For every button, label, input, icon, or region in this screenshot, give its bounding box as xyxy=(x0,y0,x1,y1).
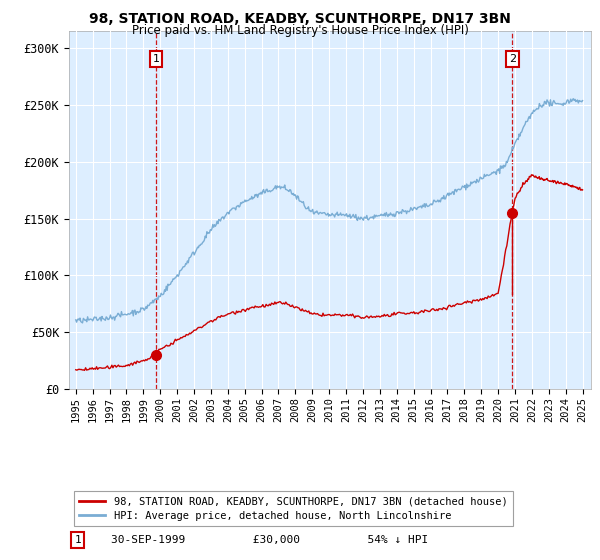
Text: 30-SEP-1999          £30,000          54% ↓ HPI: 30-SEP-1999 £30,000 54% ↓ HPI xyxy=(111,535,428,545)
Text: Price paid vs. HM Land Registry's House Price Index (HPI): Price paid vs. HM Land Registry's House … xyxy=(131,24,469,36)
Legend: 98, STATION ROAD, KEADBY, SCUNTHORPE, DN17 3BN (detached house), HPI: Average pr: 98, STATION ROAD, KEADBY, SCUNTHORPE, DN… xyxy=(74,491,513,526)
Text: 98, STATION ROAD, KEADBY, SCUNTHORPE, DN17 3BN: 98, STATION ROAD, KEADBY, SCUNTHORPE, DN… xyxy=(89,12,511,26)
Text: 2: 2 xyxy=(509,54,516,64)
Text: 1: 1 xyxy=(74,535,81,545)
Text: 1: 1 xyxy=(152,54,160,64)
